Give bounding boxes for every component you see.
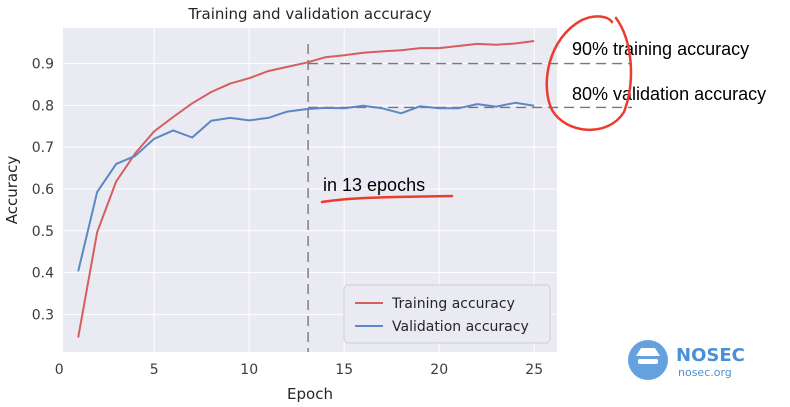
series-line-validation bbox=[77, 101, 535, 272]
x-tick-label: 5 bbox=[150, 362, 159, 378]
x-tick-label: 10 bbox=[240, 362, 258, 378]
legend-box bbox=[343, 284, 551, 344]
y-tick-label: 0.6 bbox=[32, 182, 54, 198]
x-tick-label: 25 bbox=[525, 362, 543, 378]
y-tick-label: 0.7 bbox=[32, 140, 54, 156]
red-underline-annotation bbox=[320, 194, 454, 204]
red-circle-annotation bbox=[545, 15, 633, 132]
x-tick-label: 0 bbox=[55, 362, 64, 378]
x-tick-labels: 0 5 10 15 20 25 bbox=[55, 362, 543, 378]
y-axis-label: Accuracy bbox=[3, 156, 21, 225]
y-tick-label: 0.4 bbox=[32, 266, 54, 282]
y-tick-label: 0.5 bbox=[32, 224, 54, 240]
y-tick-label: 0.8 bbox=[32, 98, 54, 114]
note-training-accuracy: 90% training accuracy bbox=[572, 39, 749, 59]
brand-name: NOSEC bbox=[676, 345, 745, 366]
x-axis-label: Epoch bbox=[287, 385, 333, 403]
y-tick-label: 0.9 bbox=[32, 57, 54, 73]
series-line-training bbox=[77, 40, 535, 338]
legend: Training accuracy Validation accuracy bbox=[343, 284, 551, 344]
legend-label-training: Training accuracy bbox=[391, 296, 515, 312]
x-tick-label: 20 bbox=[430, 362, 448, 378]
y-tick-label: 0.3 bbox=[32, 307, 54, 323]
hat-icon bbox=[636, 348, 660, 356]
y-tick-labels: 0.3 0.4 0.5 0.6 0.7 0.8 0.9 bbox=[32, 57, 54, 324]
grid bbox=[58, 28, 557, 352]
chart-title: Training and validation accuracy bbox=[187, 5, 431, 23]
brand-url: nosec.org bbox=[678, 366, 732, 379]
series-lines bbox=[77, 40, 535, 338]
note-validation-accuracy: 80% validation accuracy bbox=[572, 84, 766, 104]
legend-label-validation: Validation accuracy bbox=[392, 319, 529, 335]
nosec-watermark: NOSEC nosec.org bbox=[628, 340, 745, 380]
note-epochs: in 13 epochs bbox=[323, 175, 425, 195]
annotation-guides bbox=[307, 44, 632, 352]
mask-icon bbox=[638, 359, 658, 364]
x-tick-label: 15 bbox=[335, 362, 353, 378]
